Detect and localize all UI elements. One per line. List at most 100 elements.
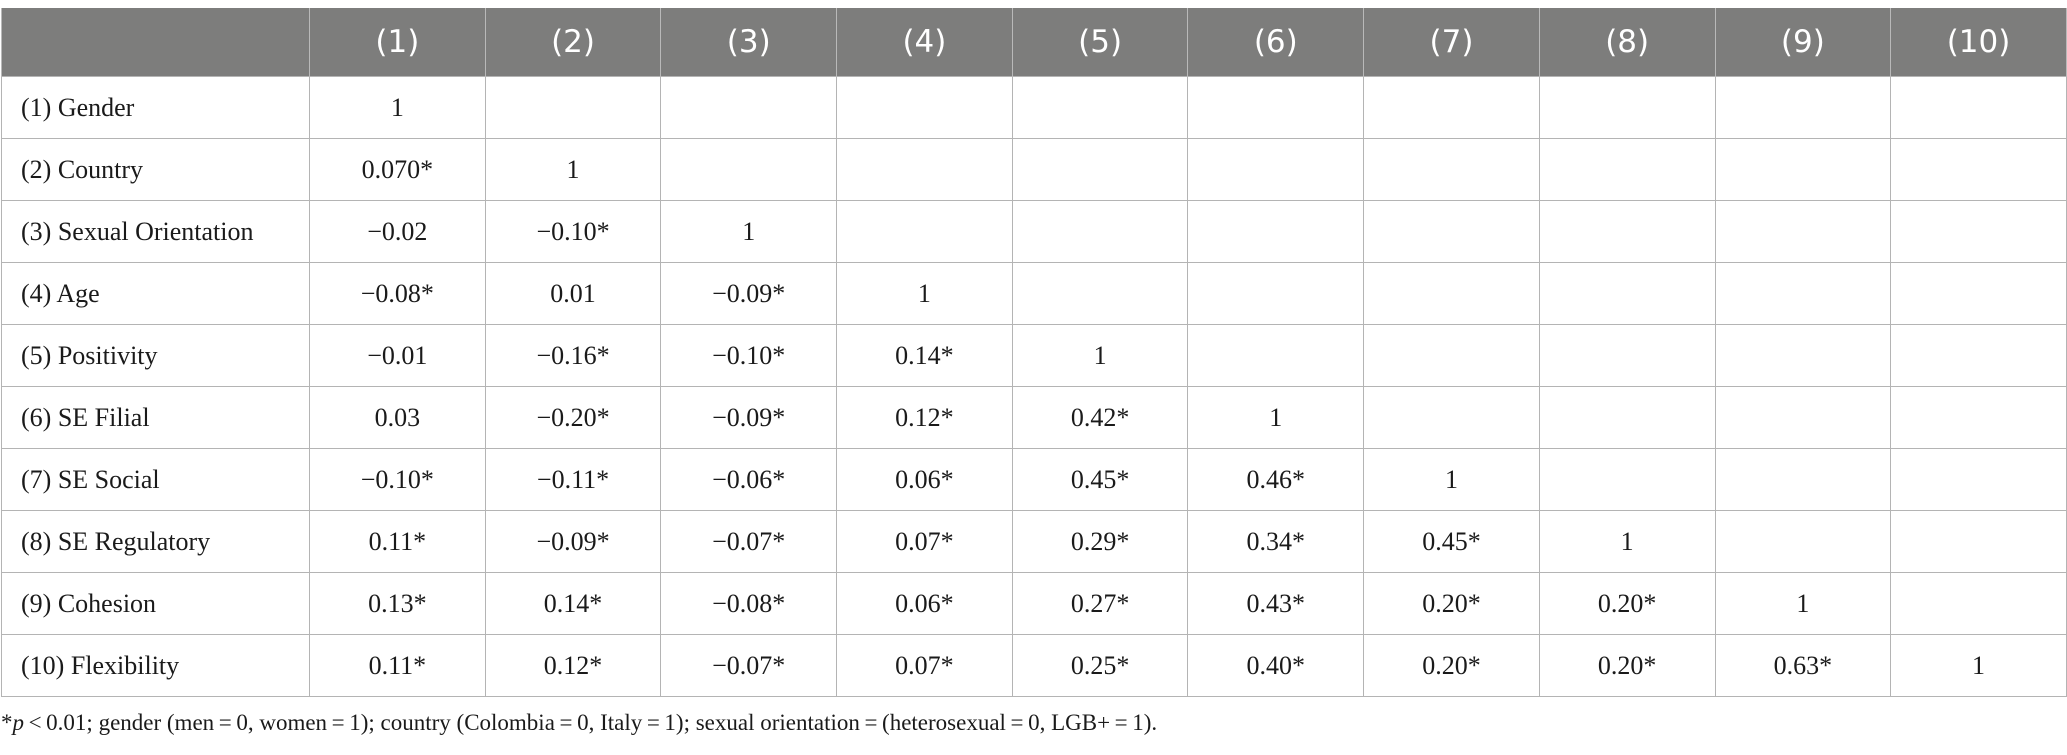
table-cell: 0.46* (1187, 448, 1365, 511)
table-cell (660, 138, 838, 201)
table-cell: 1 (309, 76, 486, 139)
table-cell (1011, 138, 1189, 201)
table-body: (1) Gender 1 (2) Country 0.070* 1 (3) Sexual … (1, 76, 2067, 697)
table-row: (1) Gender 1 (1, 76, 2067, 139)
table-cell: 1 (484, 138, 662, 201)
table-cell: −0.10* (484, 200, 662, 263)
table-cell: −0.10* (660, 324, 838, 387)
table-cell: −0.01 (309, 324, 486, 387)
table-cell: −0.07* (660, 634, 838, 697)
column-header: (8) (1538, 8, 1716, 77)
column-header: (5) (1011, 8, 1189, 77)
table-cell (1714, 448, 1892, 511)
column-header: (1) (309, 8, 486, 77)
table-cell (1011, 76, 1189, 139)
table-cell (1890, 510, 2067, 573)
table-cell (1011, 262, 1189, 325)
table-cell (1187, 324, 1365, 387)
table-cell (1187, 76, 1365, 139)
table-cell: 0.12* (484, 634, 662, 697)
table-cell: 0.07* (836, 510, 1013, 573)
table-cell (1890, 138, 2067, 201)
table-cell: 1 (1890, 634, 2067, 697)
table-cell (836, 76, 1013, 139)
table-cell: 0.45* (1363, 510, 1540, 573)
table-cell (1187, 262, 1365, 325)
table-row: (7) SE Social −0.10* −0.11* −0.06* 0.06* 0.45… (1, 448, 2067, 511)
table-cell: 0.14* (484, 572, 662, 635)
table-cell: 0.42* (1011, 386, 1189, 449)
table-header: (1) (2) (3) (4) (5) (6) (7) (8) (9) (10) (1, 8, 2067, 77)
table-cell: 0.070* (309, 138, 486, 201)
row-label: (9) Cohesion (1, 572, 310, 635)
table-cell: −0.08* (309, 262, 486, 325)
table-cell: 1 (1714, 572, 1892, 635)
footnote-star: * (1, 710, 13, 735)
table-footnote: *p < 0.01; gender (men = 0, women = 1); … (1, 710, 1157, 736)
table-cell (1890, 76, 2067, 139)
table-cell: 0.25* (1011, 634, 1189, 697)
table-cell: 0.20* (1538, 572, 1716, 635)
table-cell (1187, 138, 1365, 201)
table-cell: −0.06* (660, 448, 838, 511)
table-cell: 0.13* (309, 572, 486, 635)
table-row: (4) Age −0.08* 0.01 −0.09* 1 (1, 262, 2067, 325)
table-row: (10) Flexibility 0.11* 0.12* −0.07* 0.07* 0.2… (1, 634, 2067, 697)
table-cell: 0.27* (1011, 572, 1189, 635)
row-label: (4) Age (1, 262, 310, 325)
table-cell: 1 (836, 262, 1013, 325)
row-label: (8) SE Regulatory (1, 510, 310, 573)
table-cell: 0.06* (836, 448, 1013, 511)
table-cell (1538, 262, 1716, 325)
column-header: (2) (484, 8, 662, 77)
table-cell (1363, 386, 1540, 449)
table-cell (1714, 138, 1892, 201)
correlation-table-container: (1) (2) (3) (4) (5) (6) (7) (8) (9) (10)… (0, 8, 2067, 697)
table-cell: −0.07* (660, 510, 838, 573)
table-cell (1363, 324, 1540, 387)
table-cell: 0.63* (1714, 634, 1892, 697)
table-cell (1890, 448, 2067, 511)
table-cell: 1 (1011, 324, 1189, 387)
table-cell (1714, 262, 1892, 325)
correlation-table: (1) (2) (3) (4) (5) (6) (7) (8) (9) (10)… (1, 8, 2067, 697)
table-cell: 0.34* (1187, 510, 1365, 573)
table-cell (1714, 386, 1892, 449)
table-cell (1363, 76, 1540, 139)
table-cell: 0.14* (836, 324, 1013, 387)
table-cell (1890, 324, 2067, 387)
table-cell: −0.09* (484, 510, 662, 573)
table-cell (1187, 200, 1365, 263)
column-header: (3) (660, 8, 838, 77)
table-cell (1890, 572, 2067, 635)
table-cell: 0.20* (1363, 634, 1540, 697)
column-header: (4) (836, 8, 1013, 77)
table-cell: −0.16* (484, 324, 662, 387)
table-cell: −0.10* (309, 448, 486, 511)
table-cell: 1 (660, 200, 838, 263)
table-cell (1890, 386, 2067, 449)
table-cell (1538, 200, 1716, 263)
table-row: (5) Positivity −0.01 −0.16* −0.10* 0.14* 1 (1, 324, 2067, 387)
table-cell: 0.20* (1363, 572, 1540, 635)
table-cell: 0.03 (309, 386, 486, 449)
table-cell: 0.40* (1187, 634, 1365, 697)
table-cell (1890, 262, 2067, 325)
table-cell (1538, 76, 1716, 139)
table-cell (1363, 262, 1540, 325)
column-header-label (1, 8, 310, 77)
table-cell: 0.11* (309, 634, 486, 697)
table-cell: 0.06* (836, 572, 1013, 635)
table-cell (484, 76, 662, 139)
table-cell: −0.20* (484, 386, 662, 449)
header-row: (1) (2) (3) (4) (5) (6) (7) (8) (9) (10) (1, 8, 2067, 77)
table-row: (3) Sexual Orientation −0.02 −0.10* 1 (1, 200, 2067, 263)
column-header: (9) (1714, 8, 1892, 77)
table-cell: 0.45* (1011, 448, 1189, 511)
column-header: (7) (1363, 8, 1540, 77)
row-label: (5) Positivity (1, 324, 310, 387)
table-row: (6) SE Filial 0.03 −0.20* −0.09* 0.12* 0.42* 1 (1, 386, 2067, 449)
table-cell: 1 (1363, 448, 1540, 511)
column-header: (10) (1890, 8, 2067, 77)
table-cell (1714, 200, 1892, 263)
